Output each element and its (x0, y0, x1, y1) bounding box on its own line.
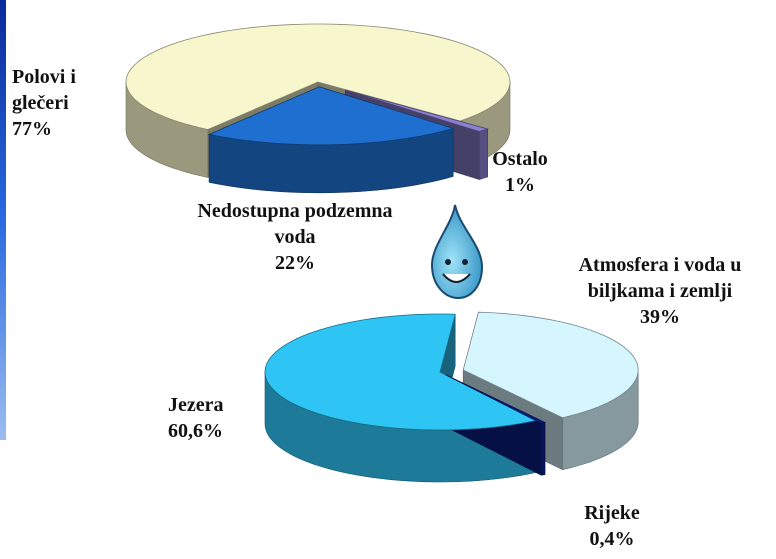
slice-side (540, 422, 546, 476)
value-label: 77% (12, 118, 52, 140)
slice-label: Atmosfera i voda u biljkama i zemlji 39% (545, 252, 775, 330)
slice-label: Polovi i glečeri 77% (12, 64, 122, 142)
value-label: 22% (275, 252, 315, 274)
slice-top (264, 313, 537, 431)
value-label: 1% (505, 174, 535, 196)
value-label: 0,4% (589, 528, 635, 550)
category-label: Jezera (168, 394, 224, 416)
category-label: Ostalo (492, 148, 548, 170)
category-label: Rijeke (584, 502, 640, 524)
slice-top (345, 89, 489, 132)
slice-label: Jezera 60,6% (168, 392, 268, 444)
pies (125, 23, 639, 483)
pie-tops (125, 23, 511, 146)
slice-top (445, 374, 547, 424)
slice-top (125, 23, 511, 130)
category-label: Polovi i glečeri (12, 66, 76, 114)
value-label: 60,6% (168, 420, 223, 442)
category-label: Nedostupna podzemna voda (197, 200, 393, 248)
slice-top (462, 311, 639, 419)
pie-tops (264, 311, 639, 431)
slice-label: Ostalo 1% (470, 146, 570, 198)
slice-label: Rijeke 0,4% (562, 500, 662, 552)
side-strip (0, 0, 6, 440)
category-label: Atmosfera i voda u biljkama i zemlji (578, 254, 742, 302)
value-label: 39% (640, 306, 680, 328)
water-drop (430, 204, 484, 300)
slice-top (207, 86, 455, 146)
slice-label: Nedostupna podzemna voda 22% (195, 198, 395, 276)
